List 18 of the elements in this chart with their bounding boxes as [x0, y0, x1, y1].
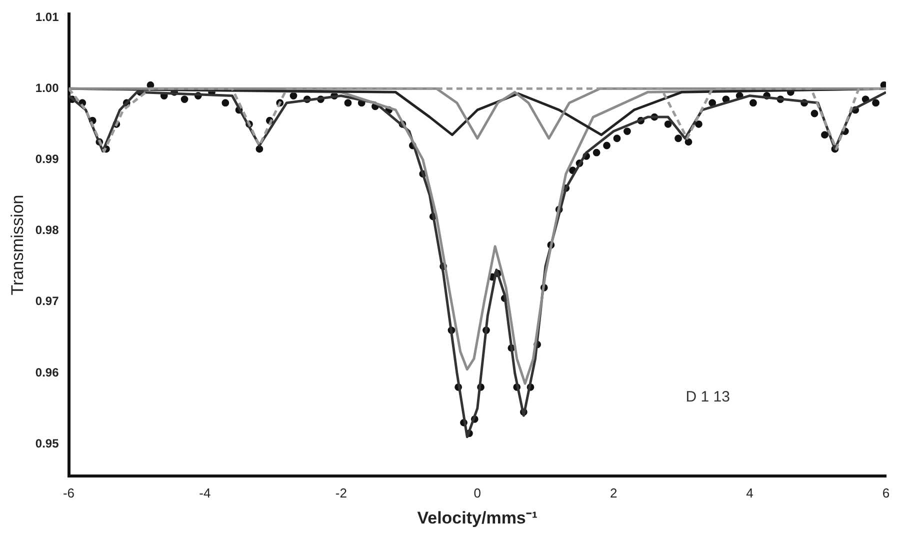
x-tick-label: -2	[335, 485, 347, 500]
x-tick-label: 4	[746, 485, 754, 500]
y-tick-label: 0.96	[35, 365, 60, 380]
y-tick-label: 0.98	[35, 223, 60, 238]
x-tick-label: -4	[199, 485, 211, 500]
y-tick-label: 1.00	[35, 80, 60, 95]
line-series	[68, 87, 886, 152]
y-tick-label: 0.99	[35, 152, 60, 166]
y-tick-label: 1.01	[35, 10, 60, 24]
x-tick-label: 2	[610, 485, 618, 500]
x-tick-label: 6	[882, 485, 890, 500]
x-axis-title: Velocity/mms⁻¹	[417, 508, 538, 528]
x-tick-label: 0	[474, 485, 481, 500]
y-tick-label: 0.97	[35, 294, 60, 308]
y-tick-label: 0.95	[35, 436, 60, 450]
annotation: D 1 13	[686, 388, 730, 406]
y-axis-title: Transmission	[8, 194, 27, 296]
x-tick-label: -6	[62, 485, 75, 500]
